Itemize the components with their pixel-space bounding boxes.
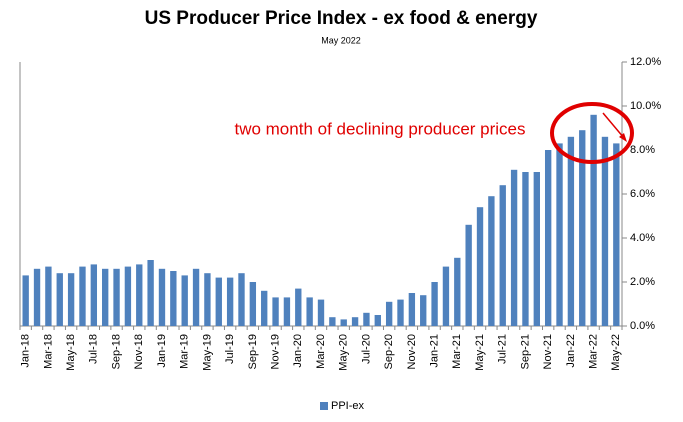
bar: [431, 282, 438, 326]
x-tick-label: Jul-18: [88, 334, 100, 364]
bar: [306, 297, 313, 326]
bar: [397, 299, 404, 326]
x-tick-label: Nov-20: [406, 334, 418, 369]
bar: [158, 268, 166, 326]
bar: [590, 114, 597, 326]
y-tick-label: 10.0%: [630, 100, 661, 112]
bar: [124, 266, 132, 326]
x-tick-label: May-18: [65, 334, 77, 371]
bar: [454, 257, 461, 326]
bar: [90, 264, 98, 326]
chart-subtitle: May 2022: [321, 35, 361, 45]
bar: [102, 268, 109, 326]
x-tick-label: May-22: [610, 334, 622, 371]
bar: [408, 293, 416, 326]
bar: [363, 312, 370, 326]
legend-label: PPI-ex: [331, 400, 365, 412]
bar: [420, 295, 427, 326]
bar: [33, 268, 41, 326]
x-tick-label: Jan-22: [565, 334, 577, 368]
x-tick-label: Sep-18: [110, 334, 122, 369]
x-tick-label: Jul-21: [497, 334, 509, 364]
x-tick-label: Jan-18: [20, 334, 32, 368]
y-tick-label: 0.0%: [630, 320, 655, 332]
bar: [261, 290, 268, 326]
bar: [476, 207, 484, 326]
x-tick-label: May-20: [338, 334, 350, 371]
x-tick-label: Nov-19: [269, 334, 281, 369]
x-tick-label: Mar-19: [179, 334, 191, 369]
bar: [465, 224, 472, 326]
bar: [67, 273, 75, 326]
arrow-head: [619, 133, 627, 142]
bar: [238, 273, 245, 326]
highlight-ellipse: [550, 102, 634, 164]
bar: [204, 273, 211, 326]
arrow: [602, 112, 625, 139]
x-tick-label: Jul-19: [224, 334, 236, 364]
bar: [22, 275, 29, 326]
x-tick-label: Sep-19: [247, 334, 259, 369]
bar: [556, 143, 563, 326]
x-tick-label: May-21: [474, 334, 486, 371]
bar: [45, 266, 52, 326]
bar: [226, 277, 234, 326]
x-tick-label: Sep-20: [383, 334, 395, 369]
x-tick-label: Mar-18: [42, 334, 54, 369]
bar: [170, 271, 177, 326]
legend-swatch: [320, 402, 328, 410]
x-tick-label: Sep-21: [519, 334, 531, 369]
bar: [272, 297, 279, 326]
x-tick-label: Mar-21: [451, 334, 463, 369]
x-tick-label: Jan-20: [292, 334, 304, 368]
y-tick-label: 6.0%: [630, 188, 655, 200]
bar: [136, 264, 143, 326]
bar: [579, 130, 586, 326]
bar: [56, 273, 63, 326]
chart-title: US Producer Price Index - ex food & ener…: [145, 8, 538, 29]
bar: [522, 172, 529, 326]
bar: [192, 268, 200, 326]
bar: [385, 301, 393, 326]
bar: [79, 266, 86, 326]
y-tick-label: 2.0%: [630, 276, 655, 288]
bar: [567, 136, 575, 326]
bar: [488, 196, 495, 326]
bar: [317, 299, 325, 326]
x-tick-label: Jan-21: [428, 334, 440, 368]
bar: [351, 317, 359, 326]
bar: [442, 266, 450, 326]
bar: [613, 143, 620, 326]
bar: [499, 185, 506, 326]
bar: [113, 268, 120, 326]
x-tick-label: Nov-18: [133, 334, 145, 369]
x-tick-label: Jan-19: [156, 334, 168, 368]
x-tick-label: Mar-20: [315, 334, 327, 369]
y-tick-label: 8.0%: [630, 144, 655, 156]
y-tick-label: 4.0%: [630, 232, 655, 244]
bar: [329, 317, 336, 326]
bar: [340, 319, 347, 326]
x-tick-label: May-19: [201, 334, 213, 371]
annotation: two month of declining producer prices: [234, 119, 525, 138]
bar: [147, 260, 154, 326]
bar: [295, 288, 302, 326]
bar: [544, 150, 552, 326]
bar: [510, 169, 518, 326]
bar: [215, 277, 222, 326]
bar: [601, 136, 609, 326]
bar: [533, 172, 540, 326]
y-tick-label: 12.0%: [630, 56, 661, 68]
bar: [374, 315, 381, 326]
bar: [249, 282, 257, 326]
x-tick-label: Jul-20: [360, 334, 372, 364]
x-tick-label: Mar-22: [588, 334, 600, 369]
bar: [283, 297, 291, 326]
bar: [181, 275, 188, 326]
x-tick-label: Nov-21: [542, 334, 554, 369]
